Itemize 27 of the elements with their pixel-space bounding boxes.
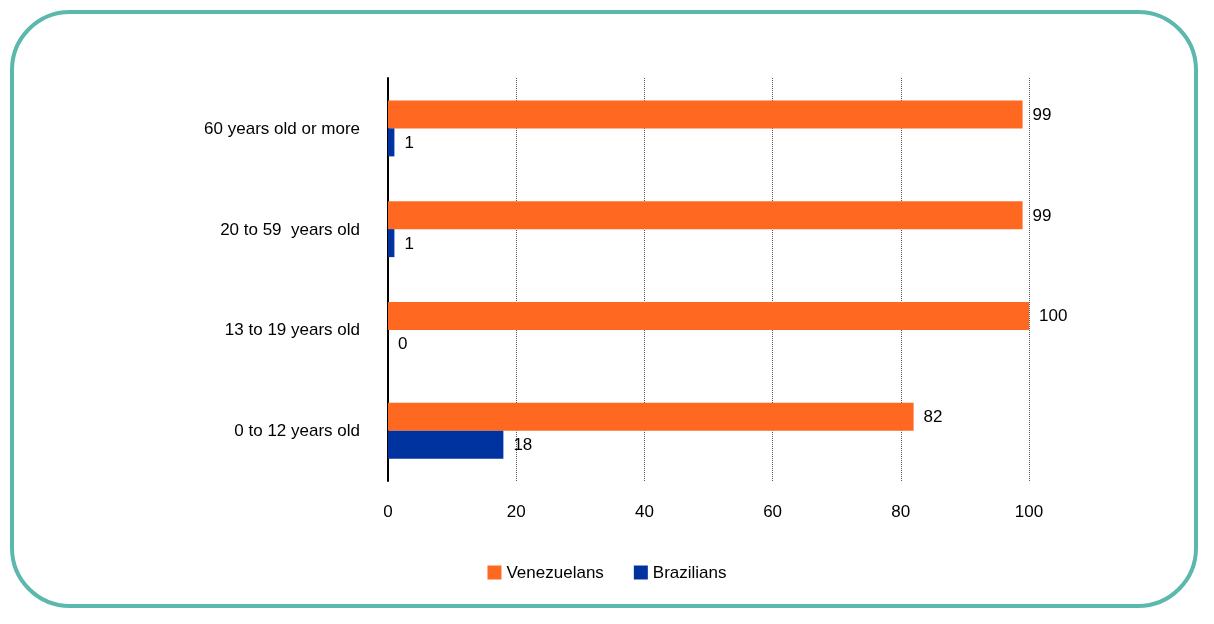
x-tick-label: 80 <box>891 502 911 521</box>
x-tick-label: 60 <box>763 502 783 521</box>
bar <box>388 100 1023 129</box>
bar <box>388 430 504 459</box>
data-label: 99 <box>1032 205 1052 225</box>
y-tick-label: 60 years old or more <box>204 118 360 138</box>
bar <box>388 301 1029 330</box>
data-label: 99 <box>1032 104 1052 124</box>
x-tick-label: 20 <box>506 502 526 521</box>
data-label: 82 <box>923 407 943 427</box>
data-label: 18 <box>513 435 533 455</box>
x-tick-label: 0 <box>383 502 393 521</box>
data-label: 1 <box>404 132 414 152</box>
bar <box>388 128 395 157</box>
data-label: 0 <box>398 334 408 354</box>
bar <box>388 201 1023 230</box>
y-tick-label: 0 to 12 years old <box>234 421 360 441</box>
data-label: 100 <box>1039 306 1068 326</box>
y-tick-label: 20 to 59 years old <box>220 219 360 239</box>
legend-label: Brazilians <box>652 563 727 582</box>
legend-label: Venezuelans <box>506 563 604 582</box>
y-tick-label: 13 to 19 years old <box>224 320 360 340</box>
x-tick-label: 40 <box>634 502 654 521</box>
x-tick-label: 100 <box>1014 502 1044 521</box>
bar <box>388 229 395 258</box>
bar <box>388 402 914 431</box>
data-label: 1 <box>404 233 414 253</box>
